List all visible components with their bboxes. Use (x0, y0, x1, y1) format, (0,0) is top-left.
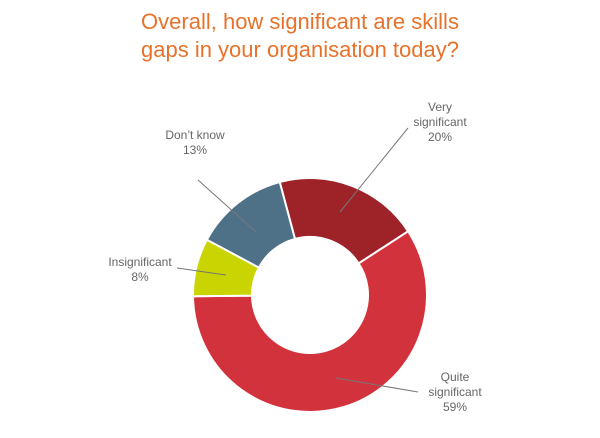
segment-label: Insignificant (108, 255, 172, 269)
segment-label: Don’t know (165, 128, 225, 142)
chart-title: Overall, how significant are skills gaps… (141, 9, 459, 62)
leader-line (197, 179, 257, 233)
segment-label: Very significant (413, 100, 467, 129)
leader-line (339, 127, 409, 213)
segment-label: Quite significant (428, 370, 482, 399)
value-label: 8% (131, 270, 149, 284)
value-label: 13% (182, 143, 208, 157)
leader-line (176, 267, 227, 276)
value-label: 20% (427, 130, 453, 144)
donut-segment (278, 177, 410, 265)
donut-segment (191, 229, 428, 413)
leader-line (335, 377, 419, 393)
value-label: 59% (442, 400, 468, 414)
donut-segment (205, 180, 297, 269)
